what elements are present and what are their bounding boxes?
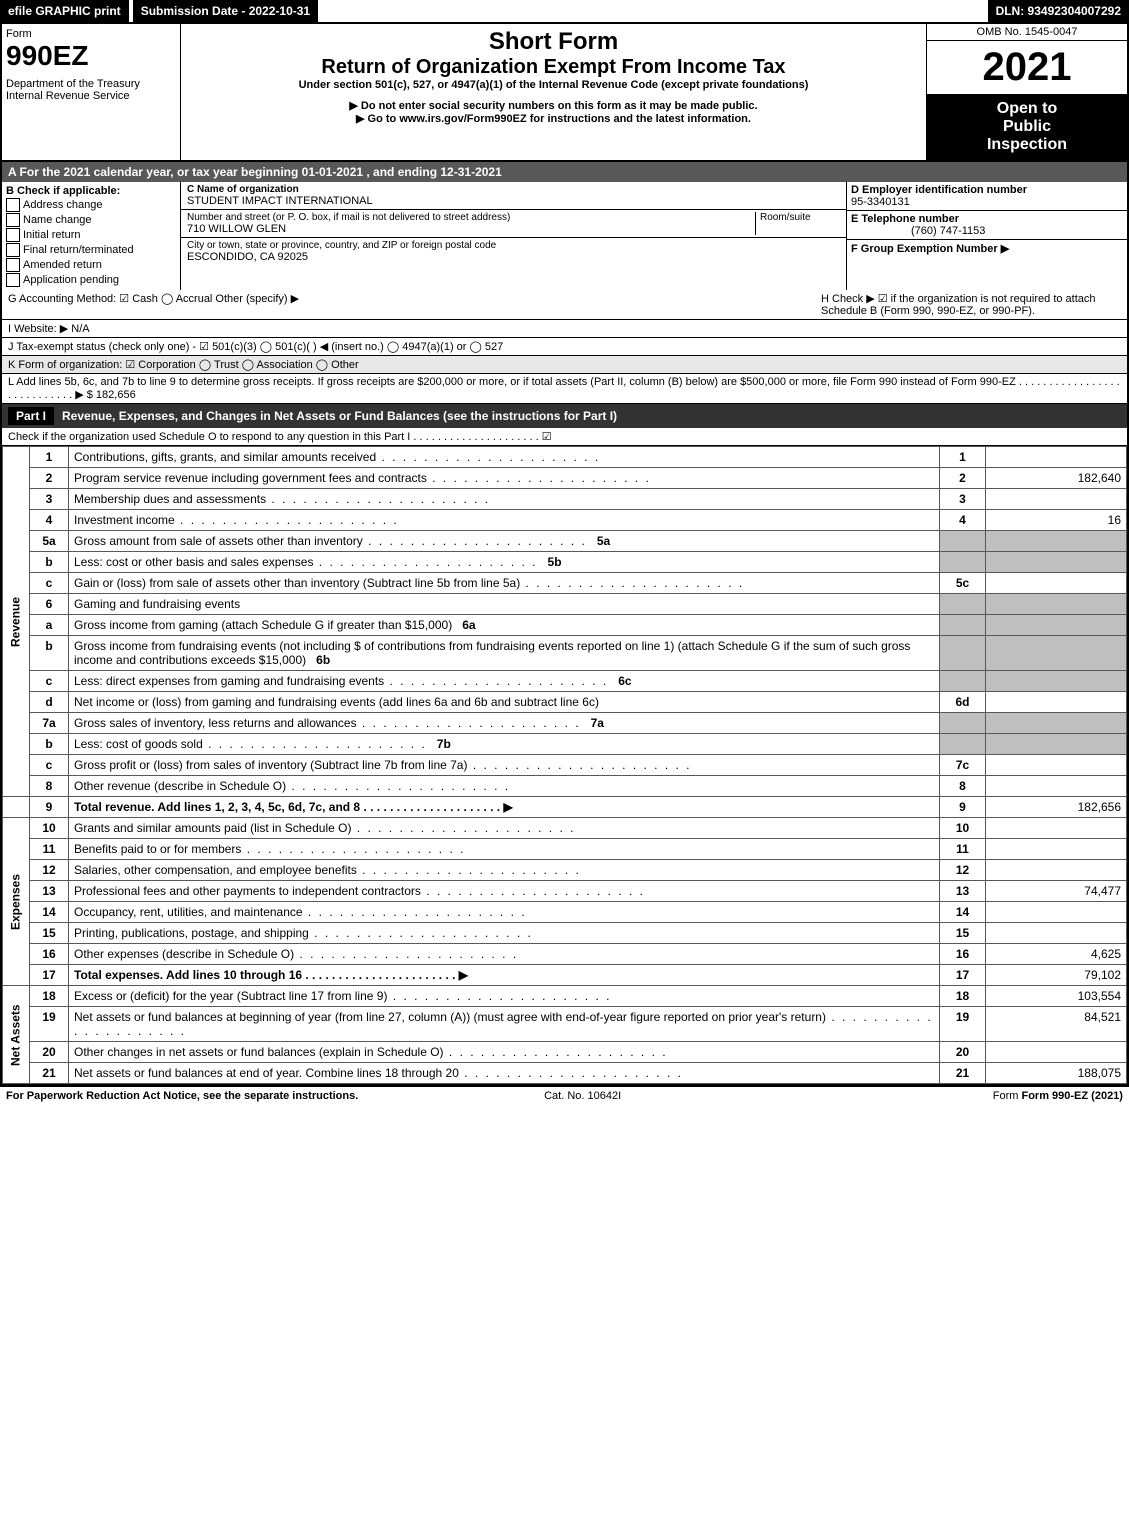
line-14-value — [986, 902, 1127, 923]
line-11-value — [986, 839, 1127, 860]
footer-formid: Form Form 990-EZ (2021) — [993, 1090, 1123, 1102]
line-8-value — [986, 776, 1127, 797]
section-a-tax-year: A For the 2021 calendar year, or tax yea… — [2, 162, 1127, 182]
section-j-tax-status: J Tax-exempt status (check only one) - ☑… — [8, 340, 503, 353]
ssn-warning: ▶ Do not enter social security numbers o… — [185, 99, 922, 112]
omb-number: OMB No. 1545-0047 — [927, 24, 1127, 41]
tax-year: 2021 — [927, 41, 1127, 94]
check-name-change[interactable] — [6, 213, 20, 227]
efile-print-link[interactable]: efile GRAPHIC print — [0, 0, 129, 22]
label-group-exemption: F Group Exemption Number ▶ — [851, 243, 1009, 255]
line-13-value: 74,477 — [986, 881, 1127, 902]
label-phone: E Telephone number — [851, 213, 959, 225]
section-l-gross-receipts: L Add lines 5b, 6c, and 7b to line 9 to … — [8, 376, 1121, 401]
line-13-desc: Professional fees and other payments to … — [69, 881, 940, 902]
line-6-desc: Gaming and fundraising events — [69, 594, 940, 615]
line-15-value — [986, 923, 1127, 944]
form-word: Form — [6, 28, 176, 40]
irs-label: Internal Revenue Service — [6, 90, 176, 102]
check-final-return[interactable] — [6, 243, 20, 257]
line-7c-value — [986, 755, 1127, 776]
line-4-desc: Investment income — [69, 510, 940, 531]
footer-paperwork: For Paperwork Reduction Act Notice, see … — [6, 1090, 358, 1102]
line-6d-desc: Net income or (loss) from gaming and fun… — [69, 692, 940, 713]
line-9-desc: Total revenue. Add lines 1, 2, 3, 4, 5c,… — [69, 797, 940, 818]
section-b-checkboxes: B Check if applicable: Address change Na… — [2, 182, 181, 290]
line-17-value: 79,102 — [986, 965, 1127, 986]
dept-treasury: Department of the Treasury — [6, 78, 176, 90]
section-h-scheduleb: H Check ▶ ☑ if the organization is not r… — [821, 292, 1121, 317]
line-7c-desc: Gross profit or (loss) from sales of inv… — [69, 755, 940, 776]
form-header: Form 990EZ Department of the Treasury In… — [0, 24, 1129, 162]
page-footer: For Paperwork Reduction Act Notice, see … — [0, 1086, 1129, 1105]
label-room-suite: Room/suite — [755, 212, 840, 235]
line-11-desc: Benefits paid to or for members — [69, 839, 940, 860]
line-19-value: 84,521 — [986, 1007, 1127, 1042]
line-12-desc: Salaries, other compensation, and employ… — [69, 860, 940, 881]
line-6d-value — [986, 692, 1127, 713]
line-18-desc: Excess or (deficit) for the year (Subtra… — [69, 986, 940, 1007]
line-1-value — [986, 447, 1127, 468]
section-i-website: I Website: ▶ N/A — [8, 322, 90, 335]
line-16-value: 4,625 — [986, 944, 1127, 965]
line-10-desc: Grants and similar amounts paid (list in… — [69, 818, 940, 839]
label-ein: D Employer identification number — [851, 184, 1027, 196]
rotated-netassets-label: Net Assets — [3, 986, 30, 1084]
phone-value: (760) 747-1153 — [851, 225, 985, 237]
org-name: STUDENT IMPACT INTERNATIONAL — [187, 195, 840, 207]
line-20-desc: Other changes in net assets or fund bala… — [69, 1042, 940, 1063]
line-19-desc: Net assets or fund balances at beginning… — [69, 1007, 940, 1042]
line-5c-value — [986, 573, 1127, 594]
check-address-change[interactable] — [6, 198, 20, 212]
ein-value: 95-3340131 — [851, 196, 910, 208]
part-1-header: Part I Revenue, Expenses, and Changes in… — [2, 404, 1127, 428]
part-1-table: Revenue 1Contributions, gifts, grants, a… — [2, 446, 1127, 1084]
title-return: Return of Organization Exempt From Incom… — [185, 56, 922, 79]
top-bar: efile GRAPHIC print Submission Date - 20… — [0, 0, 1129, 24]
open-to-public: Open toPublicInspection — [927, 94, 1127, 160]
line-3-value — [986, 489, 1127, 510]
line-10-value — [986, 818, 1127, 839]
line-18-value: 103,554 — [986, 986, 1127, 1007]
line-21-value: 188,075 — [986, 1063, 1127, 1084]
line-15-desc: Printing, publications, postage, and shi… — [69, 923, 940, 944]
line-12-value — [986, 860, 1127, 881]
submission-date: Submission Date - 2022-10-31 — [133, 0, 318, 22]
part-1-num: Part I — [8, 407, 54, 425]
rotated-expenses-label: Expenses — [3, 818, 30, 986]
label-org-name: C Name of organization — [187, 184, 840, 195]
label-city: City or town, state or province, country… — [187, 240, 840, 251]
goto-link[interactable]: ▶ Go to www.irs.gov/Form990EZ for instru… — [185, 112, 922, 125]
part-1-scheduleo-check: Check if the organization used Schedule … — [2, 428, 1127, 446]
org-info-block: B Check if applicable: Address change Na… — [2, 182, 1127, 290]
line-2-desc: Program service revenue including govern… — [69, 468, 940, 489]
line-17-desc: Total expenses. Add lines 10 through 16 … — [69, 965, 940, 986]
line-9-value: 182,656 — [986, 797, 1127, 818]
label-street: Number and street (or P. O. box, if mail… — [187, 212, 755, 223]
line-1-desc: Contributions, gifts, grants, and simila… — [69, 447, 940, 468]
city-state-zip: ESCONDIDO, CA 92025 — [187, 251, 840, 263]
form-number: 990EZ — [6, 40, 176, 72]
section-g-accounting: G Accounting Method: ☑ Cash ◯ Accrual Ot… — [8, 292, 821, 317]
line-20-value — [986, 1042, 1127, 1063]
line-14-desc: Occupancy, rent, utilities, and maintena… — [69, 902, 940, 923]
subtitle: Under section 501(c), 527, or 4947(a)(1)… — [185, 79, 922, 91]
line-4-value: 16 — [986, 510, 1127, 531]
street-address: 710 WILLOW GLEN — [187, 223, 755, 235]
line-8-desc: Other revenue (describe in Schedule O) — [69, 776, 940, 797]
check-application-pending[interactable] — [6, 273, 20, 287]
title-short-form: Short Form — [185, 28, 922, 56]
check-initial-return[interactable] — [6, 228, 20, 242]
line-16-desc: Other expenses (describe in Schedule O) — [69, 944, 940, 965]
line-3-desc: Membership dues and assessments — [69, 489, 940, 510]
line-21-desc: Net assets or fund balances at end of ye… — [69, 1063, 940, 1084]
rotated-revenue-label: Revenue — [3, 447, 30, 797]
dln-number: DLN: 93492304007292 — [988, 0, 1129, 22]
check-amended-return[interactable] — [6, 258, 20, 272]
line-5c-desc: Gain or (loss) from sale of assets other… — [69, 573, 940, 594]
line-2-value: 182,640 — [986, 468, 1127, 489]
footer-catno: Cat. No. 10642I — [544, 1090, 621, 1102]
section-k-org-type: K Form of organization: ☑ Corporation ◯ … — [8, 358, 359, 371]
